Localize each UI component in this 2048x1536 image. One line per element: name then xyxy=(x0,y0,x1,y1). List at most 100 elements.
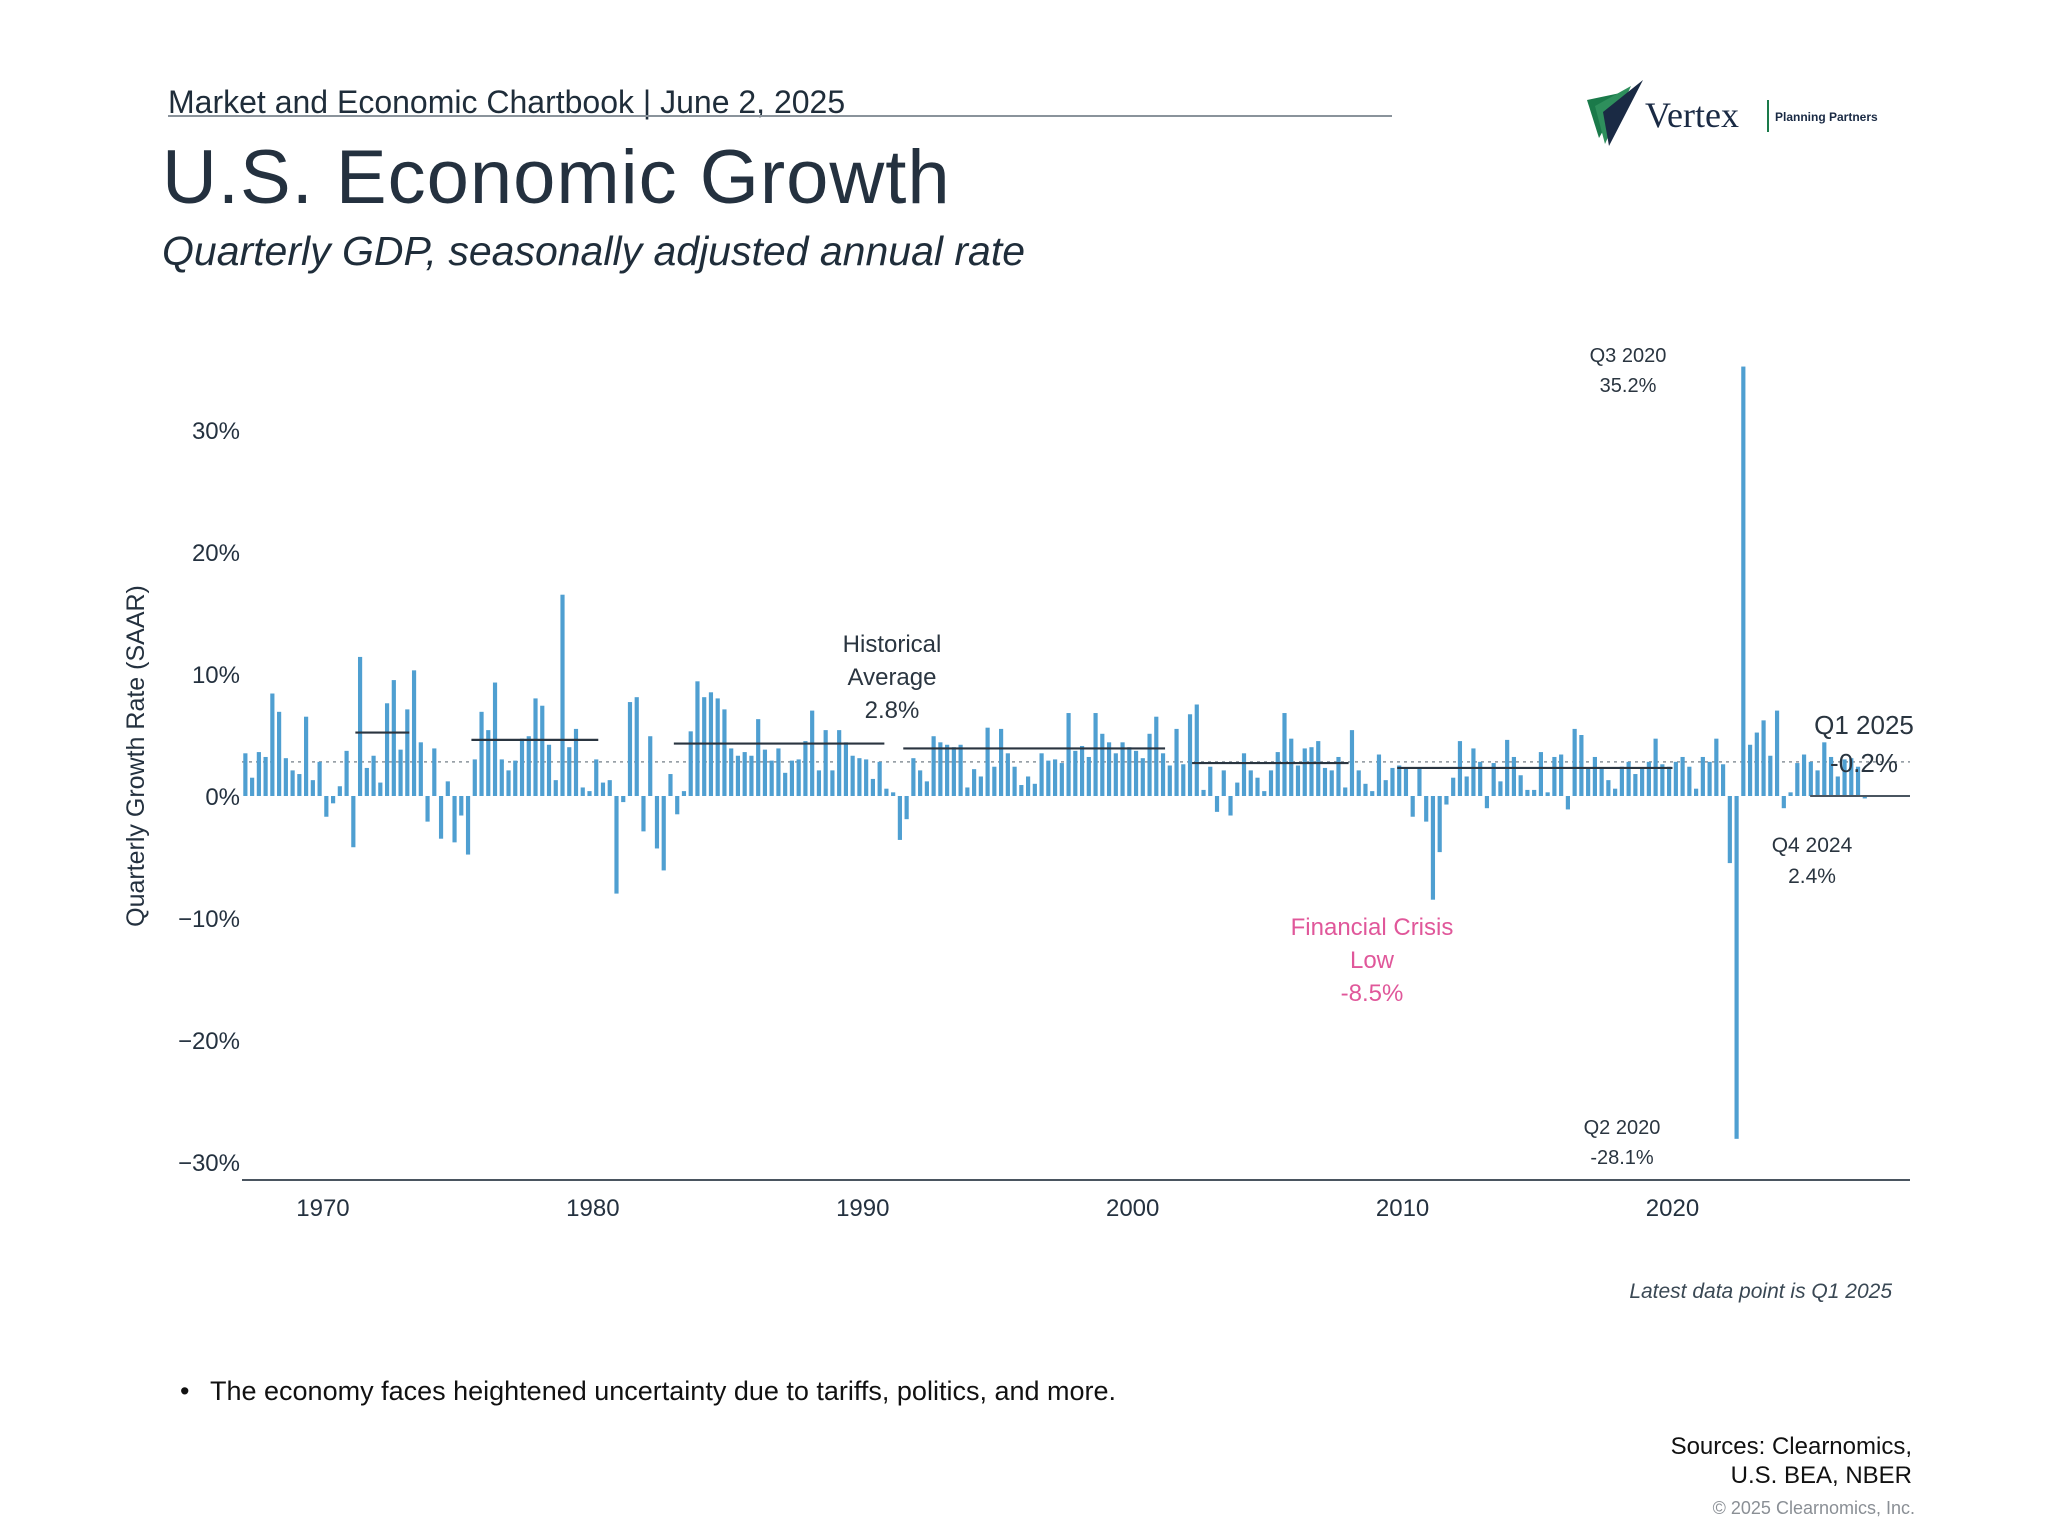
gdp-bar xyxy=(769,760,774,796)
gdp-bar xyxy=(1127,747,1132,796)
gdp-bar xyxy=(1012,766,1017,796)
gdp-bar xyxy=(972,769,977,796)
gdp-bar xyxy=(958,744,963,796)
gdp-bar xyxy=(580,787,585,796)
gdp-bar xyxy=(1255,777,1260,796)
gdp-growth-chart: 1970 1980 1990 2000 2010 2020 30% 20% 10% 0% −10% −… xyxy=(122,345,1914,1222)
gdp-bar xyxy=(1579,735,1584,796)
sources-line-2: U.S. BEA, NBER xyxy=(1730,1462,1912,1489)
gdp-bar xyxy=(1545,792,1550,796)
gdp-bar xyxy=(776,748,781,796)
gdp-bar xyxy=(1174,728,1179,796)
gdp-bar xyxy=(1498,781,1503,796)
logo-wordmark: Vertex xyxy=(1645,95,1739,135)
gdp-bar xyxy=(992,766,997,796)
gdp-bar xyxy=(553,780,558,796)
gdp-bar xyxy=(243,753,248,796)
gdp-bar xyxy=(1619,766,1624,796)
gdp-bars xyxy=(243,366,1867,1139)
x-tick-label: 2020 xyxy=(1646,1195,1699,1222)
gdp-bar xyxy=(1376,754,1382,796)
page-title: U.S. Economic Growth xyxy=(162,135,951,220)
gdp-bar xyxy=(324,796,329,817)
gdp-bar xyxy=(810,710,815,796)
gdp-bar xyxy=(857,758,862,796)
gdp-bar xyxy=(418,742,423,796)
bullet-icon: • xyxy=(180,1376,190,1406)
gdp-bar xyxy=(1592,756,1597,796)
gdp-bar xyxy=(864,759,869,796)
gdp-bar xyxy=(891,792,896,796)
y-tick-label: −20% xyxy=(178,1028,240,1055)
gdp-bar xyxy=(1235,782,1240,796)
gdp-bar xyxy=(681,791,687,796)
gdp-bar xyxy=(1214,796,1220,812)
gdp-bar xyxy=(283,758,288,796)
gdp-bar xyxy=(270,693,275,796)
gdp-bar xyxy=(1835,776,1840,796)
gdp-bar xyxy=(1599,767,1604,796)
gdp-bar xyxy=(1147,733,1152,796)
gdp-bar xyxy=(1343,787,1348,796)
gdp-bar xyxy=(1667,766,1672,796)
gdp-bar xyxy=(317,761,322,796)
gdp-bar xyxy=(1383,780,1388,796)
vertex-logo-mark-icon xyxy=(1587,80,1643,146)
gdp-bar xyxy=(1795,763,1800,796)
gdp-bar xyxy=(1093,713,1098,796)
gdp-bar xyxy=(1714,738,1719,796)
gdp-bar xyxy=(1788,792,1793,796)
gdp-bar xyxy=(614,796,619,894)
gdp-bar xyxy=(1511,756,1517,796)
gdp-bar xyxy=(978,776,983,796)
gdp-bar xyxy=(1586,767,1591,796)
gdp-bar xyxy=(938,742,943,796)
gdp-bar xyxy=(1417,767,1422,796)
annotation-fin-crisis: Financial Crisis xyxy=(1291,914,1454,941)
gdp-bar xyxy=(830,770,835,796)
annotation-hist: Historical xyxy=(843,631,942,658)
gdp-bar xyxy=(803,741,808,796)
gdp-bar xyxy=(1518,775,1523,796)
gdp-bar xyxy=(398,749,403,796)
gdp-bar xyxy=(1241,753,1247,796)
gdp-bar xyxy=(1430,796,1436,900)
gdp-bar xyxy=(1768,755,1773,796)
gdp-bar xyxy=(1336,756,1341,796)
sources: Sources: Clearnomics, U.S. BEA, NBER xyxy=(1671,1432,1912,1490)
gdp-bar xyxy=(1673,761,1678,796)
gdp-bar xyxy=(1532,789,1537,796)
gdp-bar xyxy=(1052,759,1058,796)
gdp-bar xyxy=(945,744,950,796)
gdp-bar xyxy=(600,782,606,796)
gdp-bar xyxy=(1019,785,1024,796)
gdp-bar xyxy=(607,780,612,796)
gdp-bar xyxy=(1046,760,1051,796)
gdp-bar xyxy=(384,703,390,796)
gdp-bar xyxy=(911,758,916,796)
gdp-bar xyxy=(425,796,430,822)
gdp-bar xyxy=(1464,776,1469,796)
gdp-bar xyxy=(1754,732,1759,796)
gdp-bar xyxy=(331,796,336,804)
gdp-bar xyxy=(661,796,666,871)
gdp-bar xyxy=(1680,756,1685,796)
gdp-bar xyxy=(1262,791,1267,796)
annotation-q1-2025: -0.2% xyxy=(1830,748,1898,778)
gdp-bar xyxy=(250,777,255,796)
gdp-bar xyxy=(1140,758,1145,796)
gdp-bar xyxy=(1606,780,1611,796)
gdp-bar xyxy=(1727,796,1732,864)
gdp-bar xyxy=(1552,756,1557,796)
gdp-bar xyxy=(1626,761,1631,796)
gdp-bar xyxy=(1808,761,1813,796)
gdp-bar xyxy=(823,730,828,796)
gdp-bar xyxy=(1079,745,1085,796)
gdp-bar xyxy=(351,796,356,848)
logo-separator xyxy=(1767,100,1769,132)
gdp-bar xyxy=(391,680,396,796)
x-tick-label: 2010 xyxy=(1376,1195,1429,1222)
gdp-bar xyxy=(1275,752,1280,796)
gdp-bar xyxy=(1187,714,1193,796)
gdp-bar xyxy=(634,697,639,796)
